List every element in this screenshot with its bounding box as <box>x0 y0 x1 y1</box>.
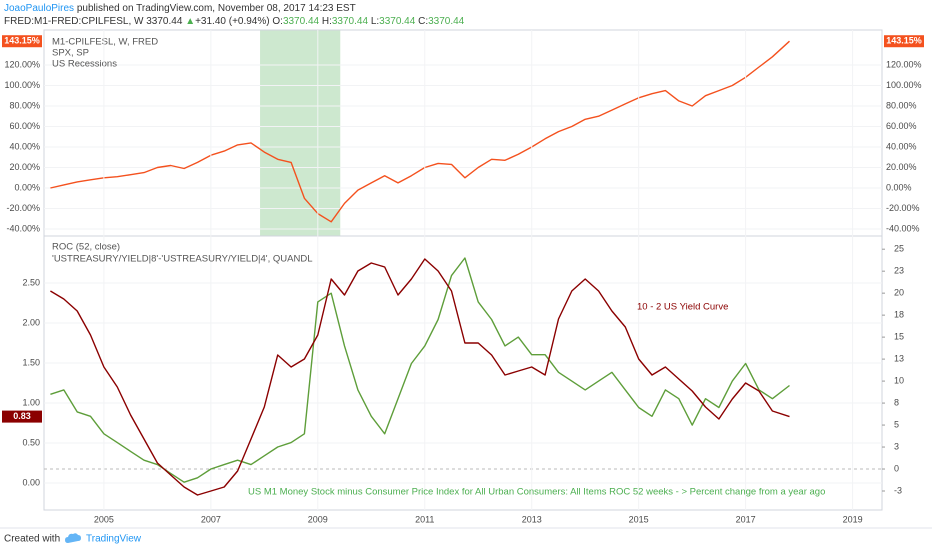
y-tick-label: 0.00% <box>14 182 40 192</box>
y-tick-label-right: 20.00% <box>886 162 917 172</box>
footer-brand[interactable]: TradingView <box>86 534 142 545</box>
series-line <box>50 257 790 483</box>
x-tick-label: 2017 <box>736 514 756 524</box>
tradingview-logo[interactable] <box>65 533 81 543</box>
last-value-box <box>884 35 924 48</box>
y-tick-label: 0.00 <box>22 477 40 487</box>
annotation: US M1 Money Stock minus Consumer Price I… <box>248 487 825 498</box>
y-tick-label: 120.00% <box>4 59 40 69</box>
y-tick-label: 20.00% <box>9 162 40 172</box>
y-tick-label: 40.00% <box>9 141 40 151</box>
ohlc-o: 3370.44 <box>283 16 320 27</box>
price: 3370.44 <box>146 16 183 27</box>
x-tick-label: 2013 <box>522 514 542 524</box>
y2-tick-label: 0 <box>894 463 899 473</box>
y-tick-label: 1.00 <box>22 397 40 407</box>
annotation: 10 - 2 US Yield Curve <box>637 302 728 313</box>
ohlc-l-label: L: <box>371 16 379 27</box>
y-tick-label-right: 80.00% <box>886 100 917 110</box>
y-tick-label: 100.00% <box>4 80 40 90</box>
y-tick-label: 2.00 <box>22 317 40 327</box>
ohlc-o-label: O: <box>272 16 283 27</box>
legend-entry: SPX, SP <box>52 48 89 59</box>
y-tick-label-right: 0.00% <box>886 182 912 192</box>
ohlc-c-label: C: <box>418 16 428 27</box>
y-tick-label: -20.00% <box>6 203 40 213</box>
y2-tick-label: -3 <box>894 485 902 495</box>
y2-tick-label: 20 <box>894 288 904 298</box>
y2-tick-label: 18 <box>894 310 904 320</box>
y2-tick-label: 3 <box>894 441 899 451</box>
series-line <box>50 40 790 223</box>
ohlc-h-label: H: <box>322 16 332 27</box>
last-value-box <box>2 35 42 48</box>
y-tick-label-right: 40.00% <box>886 141 917 151</box>
y-tick-label-right: 120.00% <box>886 59 922 69</box>
y2-tick-label: 8 <box>894 397 899 407</box>
published: published on TradingView.com, November 0… <box>77 3 356 14</box>
y2-tick-label: 13 <box>894 353 904 363</box>
legend-entry: US Recessions <box>52 59 117 70</box>
y-tick-label: 1.50 <box>22 357 40 367</box>
change: +31.40 (+0.94%) <box>195 16 270 27</box>
last-value-label: 143.15% <box>886 36 922 46</box>
symbol-line: FRED:M1-FRED:CPILFESL, W 3370.44 ▲+31.40… <box>4 16 465 27</box>
legend-entry: M1-CPILFESL, W, FRED <box>52 37 158 48</box>
ohlc-l: 3370.44 <box>379 16 416 27</box>
ohlc-h: 3370.44 <box>332 16 369 27</box>
x-tick-label: 2009 <box>308 514 328 524</box>
x-tick-label: 2011 <box>415 514 434 524</box>
legend-entry: ROC (52, close) <box>52 242 120 253</box>
last-value-label: 143.15% <box>4 36 40 46</box>
series-line <box>50 258 790 496</box>
y2-tick-label: 25 <box>894 244 904 254</box>
y2-tick-label: 15 <box>894 331 904 341</box>
y2-tick-label: 23 <box>894 266 904 276</box>
y-tick-label: 60.00% <box>9 121 40 131</box>
y-tick-label: 80.00% <box>9 100 40 110</box>
y-tick-label: 0.50 <box>22 437 40 447</box>
x-tick-label: 2007 <box>201 514 221 524</box>
y-tick-label-right: -20.00% <box>886 203 920 213</box>
arrow: ▲ <box>185 16 195 27</box>
pane-border <box>43 29 883 237</box>
x-tick-label: 2005 <box>94 514 114 524</box>
y-tick-label-right: 100.00% <box>886 80 922 90</box>
publish-line: JoaoPauloPires published on TradingView.… <box>4 3 356 14</box>
last-value-box <box>2 410 42 423</box>
y-tick-label-right: 60.00% <box>886 121 917 131</box>
x-tick-label: 2015 <box>629 514 649 524</box>
ohlc-c: 3370.44 <box>428 16 465 27</box>
y-tick-label: -40.00% <box>6 223 40 233</box>
recession-band <box>260 30 341 236</box>
pane-border <box>43 235 883 511</box>
y-tick-label: 2.50 <box>22 277 40 287</box>
legend-entry: 'USTREASURY/YIELD|8'-'USTREASURY/YIELD|4… <box>52 254 313 265</box>
last-value-label: 0.83 <box>13 411 31 421</box>
author[interactable]: JoaoPauloPires <box>4 3 74 14</box>
y2-tick-label: 10 <box>894 375 904 385</box>
x-tick-label: 2019 <box>843 514 863 524</box>
footer-created: Created with <box>4 534 60 545</box>
y-tick-label-right: -40.00% <box>886 223 920 233</box>
symbol: FRED:M1-FRED:CPILFESL, W <box>4 16 144 27</box>
y2-tick-label: 5 <box>894 419 899 429</box>
